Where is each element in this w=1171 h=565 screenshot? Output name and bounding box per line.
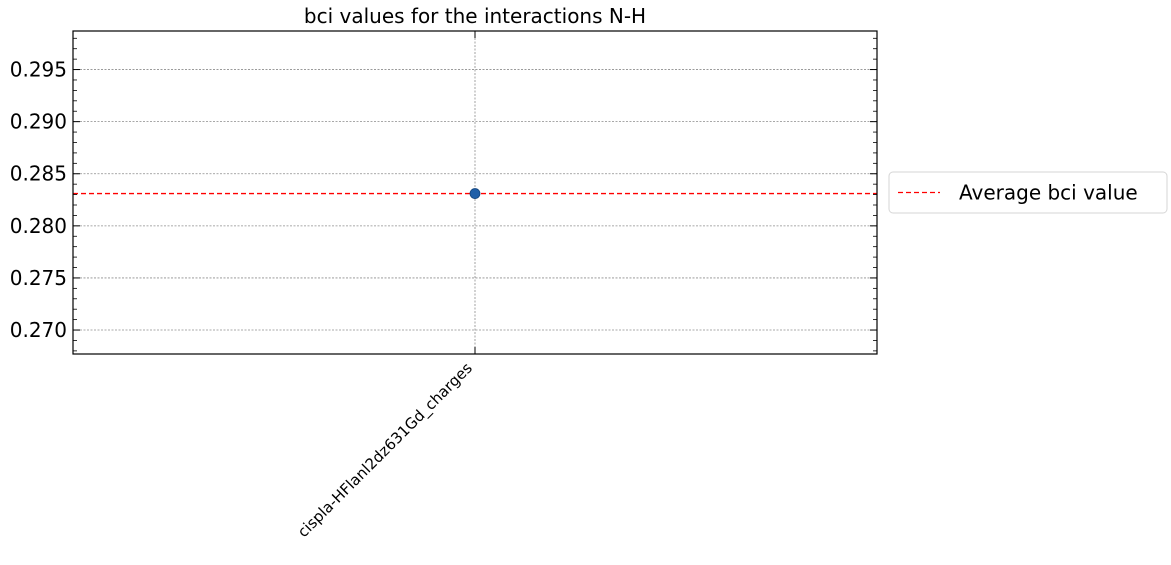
y-tick-label: 0.295: [10, 58, 67, 82]
x-tick-label: cispla-HFlanl2dz631Gd_charges: [294, 359, 477, 542]
y-axis-ticks: 0.270 0.275 0.280 0.285 0.290 0.295: [10, 37, 877, 352]
y-tick-label: 0.270: [10, 318, 67, 342]
chart-title: bci values for the interactions N-H: [304, 4, 646, 28]
data-point: [469, 188, 481, 199]
legend-frame: [888, 171, 1168, 214]
y-tick-label: 0.290: [10, 110, 67, 134]
y-tick-label: 0.285: [10, 162, 67, 186]
data-points: [469, 188, 481, 199]
y-tick-label: 0.280: [10, 214, 67, 238]
legend-entry-label: Average bci value: [959, 181, 1138, 205]
y-tick-label: 0.275: [10, 266, 67, 290]
legend: Average bci value: [888, 171, 1168, 214]
x-axis-ticks: cispla-HFlanl2dz631Gd_charges: [294, 31, 477, 542]
